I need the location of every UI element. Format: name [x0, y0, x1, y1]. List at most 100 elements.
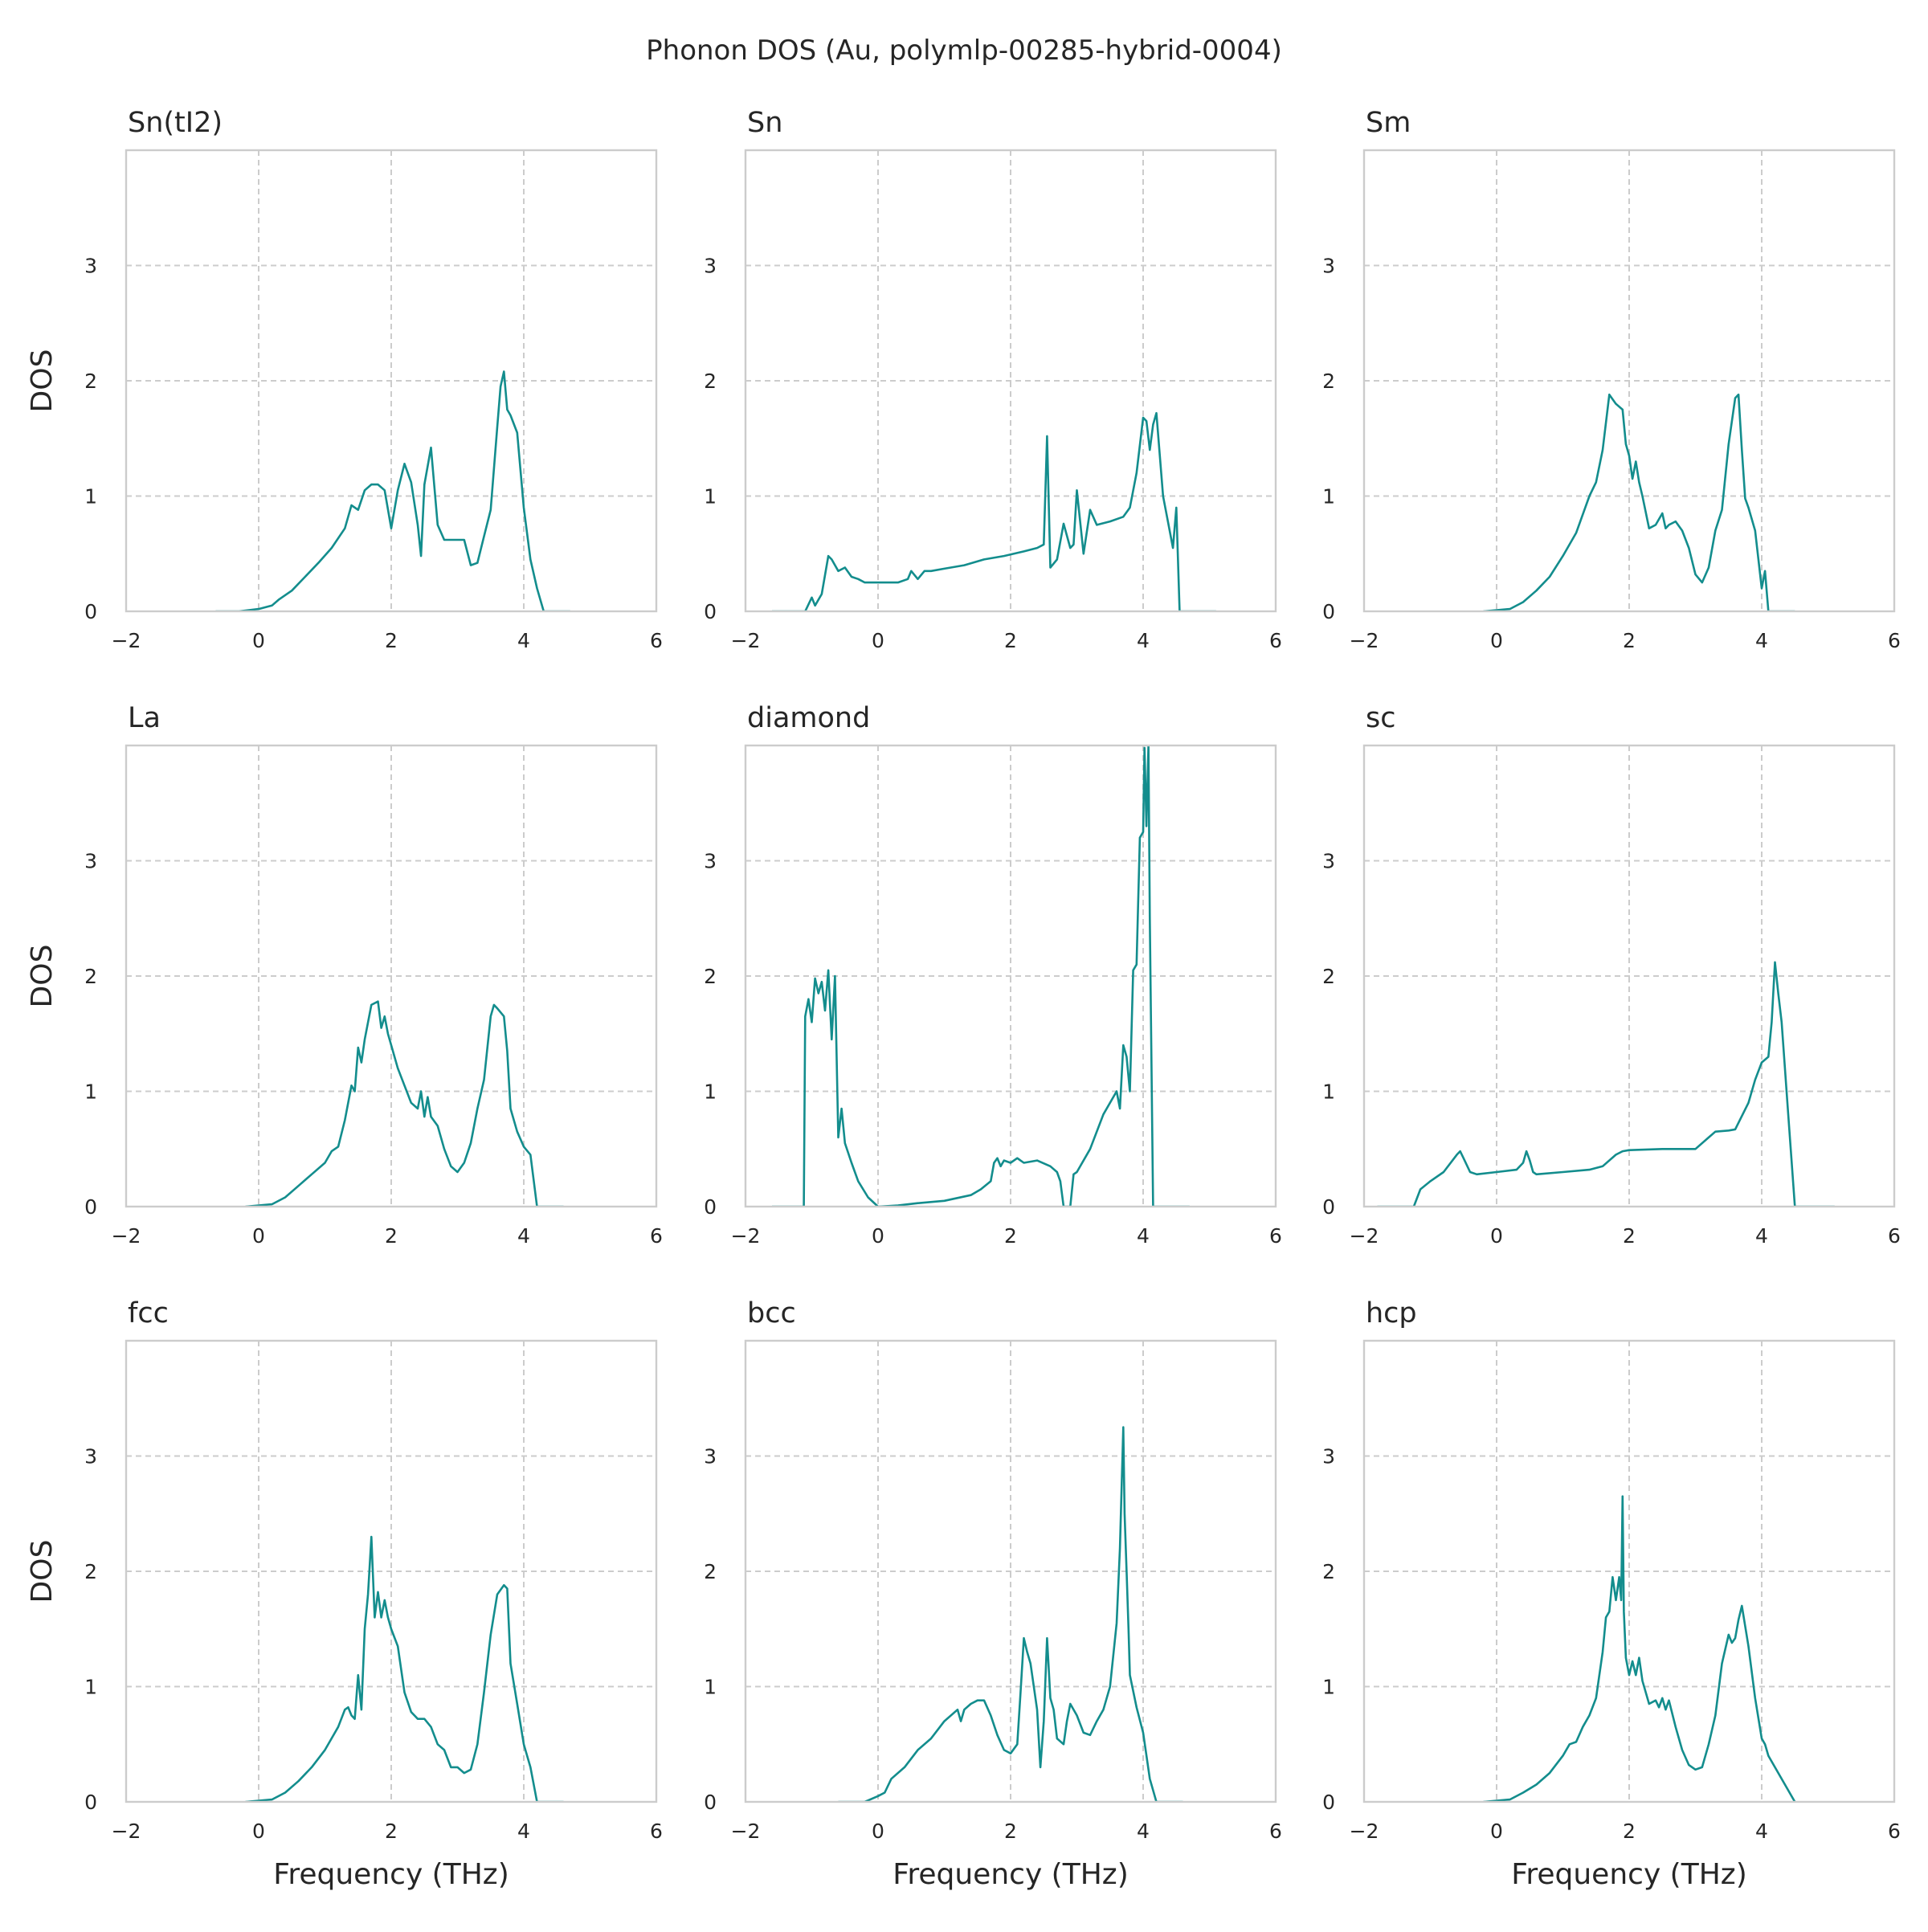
x-tick-label: −2	[112, 1820, 141, 1843]
x-tick-label: 6	[1888, 1224, 1901, 1248]
x-tick-label: 0	[872, 629, 884, 652]
dos-series-line	[1377, 961, 1835, 1207]
y-tick-label: 3	[84, 1445, 97, 1468]
y-axis-label: DOS	[26, 945, 59, 1008]
x-tick-label: 2	[1623, 629, 1636, 652]
subplot-1: −2 0 2 4 6 0 1 2 3 Sn(tI2) DOS	[26, 107, 663, 652]
y-tick-label: 3	[704, 850, 717, 873]
x-tick-label: 6	[650, 1224, 663, 1248]
x-tick-label: 2	[1004, 1820, 1017, 1843]
y-tick-label: 2	[704, 965, 717, 988]
x-tick-label: 4	[517, 629, 530, 652]
axes-frame	[1362, 1339, 1896, 1803]
x-axis-label: Frequency (THz)	[1511, 1858, 1746, 1891]
subplot-8: −2 0 2 4 6 0 1 2 3 bcc Frequency (THz)	[704, 1297, 1282, 1891]
y-tick-label: 1	[704, 1080, 717, 1104]
x-tick-label: 4	[1137, 629, 1150, 652]
y-tick-label: 2	[1322, 1560, 1335, 1583]
axes-frame	[125, 1339, 658, 1803]
subplot-title: Sm	[1366, 107, 1411, 139]
y-tick-label: 0	[704, 1195, 717, 1219]
subplot-2: −2 0 2 4 6 0 1 2 3 Sn	[704, 107, 1282, 652]
y-tick-label: 0	[704, 600, 717, 623]
subplot-5: −2 0 2 4 6 0 1 2 3 diamond	[704, 702, 1282, 1248]
x-tick-label: 6	[1888, 1820, 1901, 1843]
x-tick-label: 0	[1490, 1820, 1503, 1843]
y-tick-label: 1	[1322, 1080, 1335, 1104]
x-tick-label: 0	[872, 1820, 884, 1843]
y-axis-label: DOS	[26, 1540, 59, 1603]
x-tick-label: 6	[1269, 1224, 1282, 1248]
y-tick-label: 0	[84, 1791, 97, 1814]
x-tick-label: 0	[872, 1224, 884, 1248]
y-tick-label: 0	[84, 1195, 97, 1219]
subplot-title: diamond	[747, 702, 870, 734]
dos-series-line	[1483, 1495, 1796, 1802]
x-tick-label: 2	[385, 629, 398, 652]
y-tick-label: 0	[1322, 1195, 1335, 1219]
subplot-title: sc	[1366, 702, 1395, 734]
y-tick-label: 0	[1322, 1791, 1335, 1814]
x-tick-label: −2	[112, 1224, 141, 1248]
y-tick-label: 3	[1322, 255, 1335, 278]
figure-title: Phonon DOS (Au, polymlp-00285-hybrid-000…	[646, 35, 1282, 67]
x-tick-label: 0	[252, 1224, 265, 1248]
axes-frame	[1362, 744, 1896, 1208]
y-tick-label: 3	[704, 255, 717, 278]
subplot-title: La	[128, 702, 161, 734]
y-tick-label: 1	[704, 485, 717, 509]
x-tick-label: −2	[731, 1224, 761, 1248]
dos-series-line	[215, 370, 570, 611]
y-tick-label: 1	[1322, 485, 1335, 509]
subplot-title: hcp	[1366, 1297, 1417, 1330]
y-tick-label: 0	[704, 1791, 717, 1814]
x-tick-label: 4	[1755, 1820, 1768, 1843]
x-tick-label: 6	[1888, 629, 1901, 652]
dos-series-line	[772, 745, 1190, 1207]
y-tick-label: 0	[1322, 600, 1335, 623]
axes-frame	[744, 744, 1277, 1208]
y-tick-label: 1	[84, 1676, 97, 1699]
x-tick-label: −2	[1350, 1820, 1379, 1843]
x-tick-label: 6	[650, 629, 663, 652]
x-axis-label: Frequency (THz)	[273, 1858, 509, 1891]
y-tick-label: 3	[704, 1445, 717, 1468]
x-tick-label: 2	[1623, 1820, 1636, 1843]
x-tick-label: 6	[1269, 629, 1282, 652]
y-tick-label: 2	[84, 965, 97, 988]
x-tick-label: 0	[1490, 1224, 1503, 1248]
x-tick-label: 4	[517, 1224, 530, 1248]
x-tick-label: 4	[1137, 1820, 1150, 1843]
axes-frame	[744, 149, 1277, 613]
x-tick-label: 6	[650, 1820, 663, 1843]
x-tick-label: 4	[517, 1820, 530, 1843]
x-tick-label: 2	[1004, 1224, 1017, 1248]
subplot-title: Sn(tI2)	[128, 107, 223, 139]
y-tick-label: 3	[1322, 850, 1335, 873]
y-tick-label: 2	[84, 370, 97, 393]
subplot-title: bcc	[747, 1297, 796, 1330]
x-tick-label: 0	[252, 1820, 265, 1843]
y-tick-label: 2	[704, 1560, 717, 1583]
axes-frame	[125, 149, 658, 613]
dos-series-line	[245, 1000, 564, 1207]
x-tick-label: 4	[1137, 1224, 1150, 1248]
y-axis-label: DOS	[26, 349, 59, 413]
subplot-7: −2 0 2 4 6 0 1 2 3 fcc DOS Frequency (THz)	[26, 1297, 663, 1891]
subplot-6: −2 0 2 4 6 0 1 2 3 sc	[1322, 702, 1901, 1248]
y-tick-label: 0	[84, 600, 97, 623]
y-tick-label: 1	[84, 1080, 97, 1104]
axes-frame	[1362, 149, 1896, 613]
dos-series-line	[772, 411, 1216, 611]
subplot-9: −2 0 2 4 6 0 1 2 3 hcp Frequency (THz)	[1322, 1297, 1901, 1891]
y-tick-label: 2	[704, 370, 717, 393]
x-axis-label: Frequency (THz)	[893, 1858, 1128, 1891]
dos-series-line	[838, 1426, 1183, 1802]
dos-series-line	[245, 1535, 564, 1802]
subplot-3: −2 0 2 4 6 0 1 2 3 Sm	[1322, 107, 1901, 652]
y-tick-label: 2	[84, 1560, 97, 1583]
x-tick-label: 0	[1490, 629, 1503, 652]
axes-frame	[125, 744, 658, 1208]
